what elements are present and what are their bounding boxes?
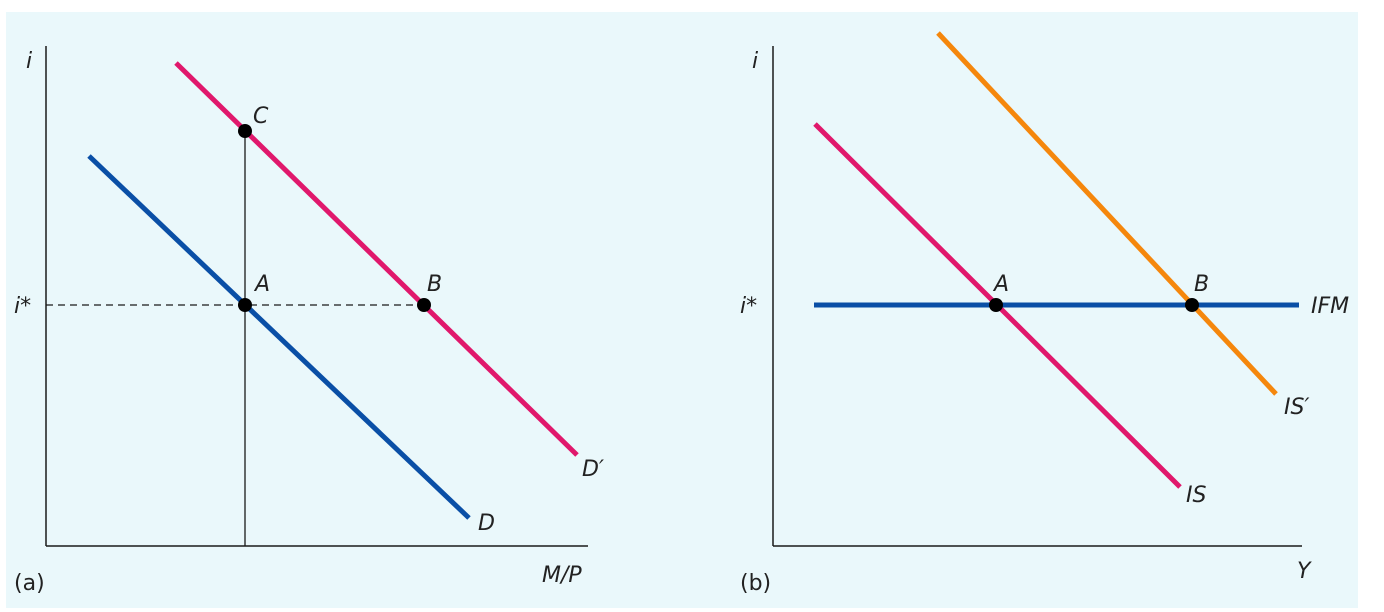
figure-background xyxy=(6,12,1358,608)
point-b-b-label: B xyxy=(1194,272,1209,297)
point-b-b xyxy=(1185,298,1199,312)
panel-b-rate-label: i* xyxy=(740,294,757,319)
panel-a-tag: (a) xyxy=(14,571,45,596)
point-c-label: C xyxy=(253,104,269,129)
panel-a-rate-label: i* xyxy=(14,294,31,319)
curve-ifm-label: IFM xyxy=(1311,294,1349,319)
point-b-label: B xyxy=(427,272,442,297)
panel-b-y-axis-label: i xyxy=(752,49,758,74)
panel-b-tag: (b) xyxy=(740,571,771,596)
point-c xyxy=(238,124,252,138)
curve-d xyxy=(87,154,471,520)
curve-d-label: D xyxy=(478,511,495,536)
panel-b-x-axis-label: Y xyxy=(1297,559,1312,584)
curve-is-label: IS xyxy=(1186,483,1206,508)
curve-is-prime-label: IS′ xyxy=(1284,395,1309,420)
point-a-label: A xyxy=(253,272,270,297)
curve-d-prime-label: D′ xyxy=(582,457,604,482)
panel-a-y-axis-label: i xyxy=(26,49,32,74)
panel-a: i i* M/P (a) C A B D D′ xyxy=(14,46,604,596)
panel-b: i i* Y (b) A B IFM IS IS′ xyxy=(740,31,1349,596)
panel-a-x-axis-label: M/P xyxy=(542,563,582,588)
point-a-b xyxy=(989,298,1003,312)
point-b xyxy=(417,298,431,312)
point-a xyxy=(238,298,252,312)
point-a-b-label: A xyxy=(992,272,1009,297)
curve-is-prime xyxy=(936,31,1278,396)
